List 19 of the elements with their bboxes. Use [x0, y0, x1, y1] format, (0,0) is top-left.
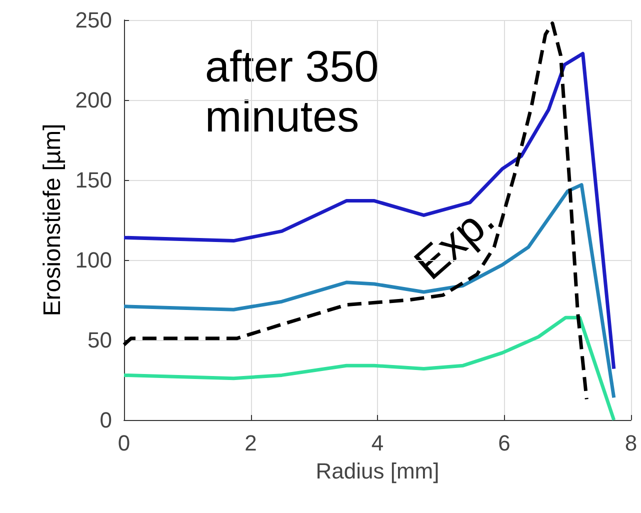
line-series [122, 183, 616, 400]
x-tick-label: 4 [371, 430, 384, 456]
y-tick-label: 200 [75, 88, 112, 112]
annotation: after 350 minutes [205, 42, 379, 142]
line-series [122, 316, 616, 422]
y-tick-label: 250 [75, 8, 112, 32]
line-series [122, 21, 588, 401]
y-axis-title: Erosionstiefe [µm] [38, 124, 66, 316]
line-series [122, 52, 616, 371]
y-tick-label: 0 [100, 408, 112, 432]
x-tick-label: 6 [498, 430, 510, 456]
y-tick-label: 150 [75, 168, 112, 192]
y-tick-label: 100 [75, 248, 112, 272]
x-tick-label: 8 [624, 430, 638, 456]
x-axis-title: Radius [mm] [316, 458, 440, 484]
text: Exp. [405, 194, 504, 290]
x-tick-label: 2 [244, 430, 257, 456]
y-tick-label: 50 [88, 328, 112, 352]
x-tick-label: 0 [118, 430, 130, 456]
